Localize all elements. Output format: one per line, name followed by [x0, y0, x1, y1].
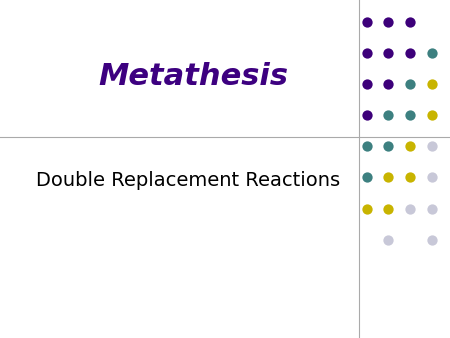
- Point: [428, 206, 435, 211]
- Point: [428, 144, 435, 149]
- Point: [406, 50, 414, 56]
- Point: [428, 175, 435, 180]
- Point: [363, 113, 370, 118]
- Point: [385, 237, 392, 242]
- Point: [385, 175, 392, 180]
- Text: Metathesis: Metathesis: [99, 62, 288, 91]
- Point: [428, 81, 435, 87]
- Point: [428, 50, 435, 56]
- Point: [363, 19, 370, 25]
- Point: [385, 113, 392, 118]
- Text: Double Replacement Reactions: Double Replacement Reactions: [36, 171, 340, 190]
- Point: [385, 144, 392, 149]
- Point: [385, 50, 392, 56]
- Point: [363, 81, 370, 87]
- Point: [385, 81, 392, 87]
- Point: [363, 206, 370, 211]
- Point: [428, 237, 435, 242]
- Point: [406, 113, 414, 118]
- Point: [363, 50, 370, 56]
- Point: [406, 206, 414, 211]
- Point: [406, 81, 414, 87]
- Point: [363, 144, 370, 149]
- Point: [428, 113, 435, 118]
- Point: [385, 19, 392, 25]
- Point: [406, 175, 414, 180]
- Point: [363, 175, 370, 180]
- Point: [406, 19, 414, 25]
- Point: [385, 206, 392, 211]
- Point: [406, 144, 414, 149]
